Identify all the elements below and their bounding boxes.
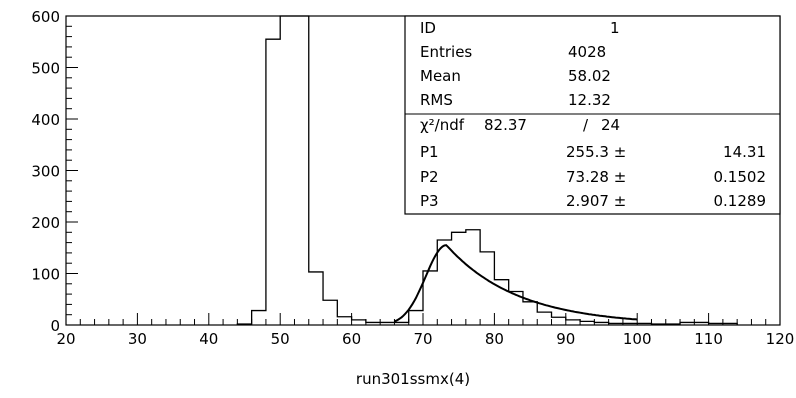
stat-error-p1: 14.31 (723, 143, 766, 161)
y-tick-label: 500 (31, 60, 60, 78)
x-tick-label: 50 (271, 330, 290, 348)
stat-value-p3: 2.907 ± (566, 192, 626, 210)
stat-label-chi2: χ²/ndf (420, 116, 465, 134)
x-tick-label: 60 (342, 330, 361, 348)
y-tick-label: 300 (31, 163, 60, 181)
x-tick-label: 100 (623, 330, 652, 348)
stat-label-p3: P3 (420, 192, 439, 210)
x-axis-label: run301ssmx(4) (356, 370, 470, 388)
stats-box: ID 1 Entries 4028 Mean 58.02 RMS 12.32 χ… (404, 15, 781, 215)
x-tick-label: 80 (485, 330, 504, 348)
stat-label-mean: Mean (420, 67, 461, 85)
stat-value-p2: 73.28 ± (566, 168, 626, 186)
stat-value-p1: 255.3 ± (566, 143, 626, 161)
stat-value-entries: 4028 (568, 43, 606, 61)
x-tick-label: 120 (766, 330, 795, 348)
y-axis: 0 100 200 300 400 500 600 (31, 8, 78, 335)
y-tick-label: 200 (31, 214, 60, 232)
stat-label-p2: P2 (420, 168, 439, 186)
y-tick-label: 0 (50, 317, 60, 335)
stat-label-rms: RMS (420, 91, 453, 109)
x-axis: 20 30 40 50 60 70 80 90 100 110 120 (56, 313, 794, 348)
stat-label-entries: Entries (420, 43, 472, 61)
stat-value-rms: 12.32 (568, 91, 611, 109)
y-tick-label: 400 (31, 111, 60, 129)
x-tick-label: 20 (56, 330, 75, 348)
histogram-outline (236, 15, 738, 325)
stat-value-mean: 58.02 (568, 67, 611, 85)
x-tick-label: 30 (128, 330, 147, 348)
x-tick-label: 90 (556, 330, 575, 348)
x-tick-label: 110 (694, 330, 723, 348)
y-tick-label: 600 (31, 8, 60, 26)
stat-error-p2: 0.1502 (714, 168, 767, 186)
x-tick-label: 40 (199, 330, 218, 348)
stat-sep-chi2: / (583, 116, 589, 134)
stat-error-p3: 0.1289 (714, 192, 767, 210)
stat-value-id: 1 (610, 19, 620, 37)
y-tick-label: 100 (31, 266, 60, 284)
stat-label-p1: P1 (420, 143, 439, 161)
stat-ndf-chi2: 24 (601, 116, 620, 134)
stat-value-chi2: 82.37 (484, 116, 527, 134)
fit-curve (393, 244, 638, 323)
stat-label-id: ID (420, 19, 436, 37)
x-tick-label: 70 (413, 330, 432, 348)
